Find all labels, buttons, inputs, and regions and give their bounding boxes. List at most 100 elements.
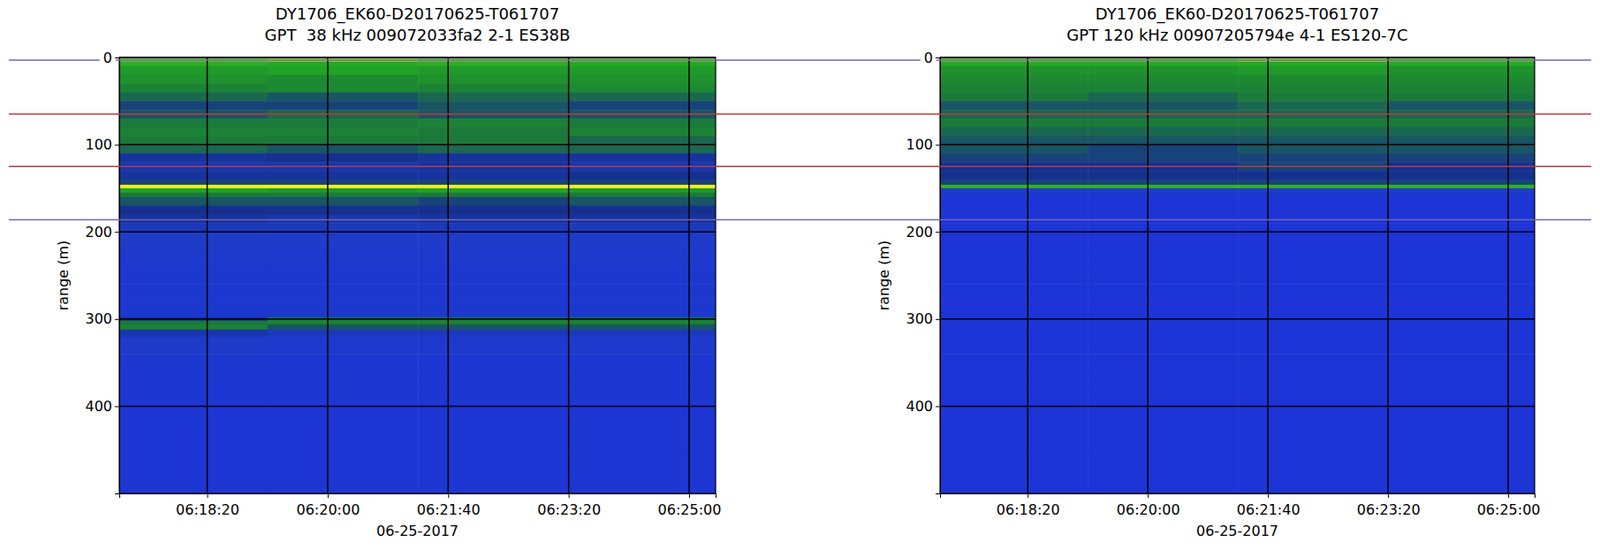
cell	[417, 136, 569, 145]
cell	[119, 353, 268, 372]
cell	[1387, 231, 1535, 250]
cell	[1237, 222, 1388, 232]
cell	[1087, 100, 1238, 110]
cell	[940, 75, 1089, 84]
cell	[417, 179, 569, 185]
cell	[267, 231, 419, 250]
cell	[417, 192, 569, 198]
cell	[119, 324, 268, 330]
cell	[267, 136, 419, 145]
cell	[1387, 61, 1535, 67]
cell	[1237, 249, 1388, 267]
grid-line	[940, 318, 1535, 320]
cell	[1087, 249, 1238, 267]
tick: 06:23:20	[1357, 492, 1421, 518]
cell	[417, 449, 569, 493]
cell	[1387, 66, 1535, 76]
cell	[568, 61, 716, 67]
tick-label: 200	[84, 223, 113, 241]
cell	[568, 66, 716, 76]
cell	[1237, 61, 1388, 67]
cell	[1087, 66, 1238, 76]
cell	[1387, 249, 1535, 267]
reference-line	[8, 166, 828, 168]
cell	[1387, 127, 1535, 137]
cell	[940, 91, 1089, 101]
reference-line	[827, 113, 1592, 115]
cell	[1387, 188, 1535, 193]
x-axis-title: 06-25-2017	[376, 522, 459, 539]
tick: 06:23:20	[537, 492, 601, 518]
cell	[267, 336, 419, 355]
plot-frame	[119, 57, 716, 493]
grid-line	[940, 405, 1535, 408]
cell	[568, 283, 716, 302]
cell	[1237, 170, 1388, 180]
tick: 0	[103, 49, 120, 67]
cell	[568, 179, 716, 185]
cell	[1387, 170, 1535, 180]
cell	[119, 329, 268, 337]
tick-label: 300	[905, 310, 933, 327]
cell	[940, 184, 1089, 189]
cell	[568, 192, 716, 198]
cell	[417, 371, 569, 389]
cell	[417, 329, 569, 337]
cell	[417, 83, 569, 93]
cell	[1087, 205, 1238, 215]
grid-line	[119, 318, 716, 320]
tick: 300	[84, 310, 120, 327]
tick-label: 06:23:20	[537, 500, 601, 518]
cell	[1387, 118, 1535, 128]
cell	[1237, 320, 1388, 325]
reference-lines	[8, 60, 1592, 220]
cell	[940, 144, 1089, 154]
tick-mark	[935, 231, 941, 233]
cell	[417, 61, 569, 67]
cell	[1087, 152, 1238, 162]
cell	[267, 222, 419, 232]
cell	[119, 179, 268, 185]
cell	[1237, 91, 1388, 101]
cell	[417, 205, 569, 215]
tick-label: 400	[905, 397, 933, 415]
cell	[568, 320, 716, 325]
y-axis-title: range (m)	[875, 240, 893, 311]
cell	[1237, 100, 1388, 110]
tick: 06:20:00	[295, 492, 360, 518]
tick-mark	[1027, 492, 1029, 498]
cell	[1387, 179, 1535, 185]
cell	[940, 329, 1089, 337]
tick-label: 06:21:40	[417, 500, 481, 518]
cell	[568, 144, 716, 154]
cell	[940, 136, 1089, 145]
cell	[1087, 197, 1238, 206]
tick-label: 06:25:00	[658, 500, 722, 518]
cell	[1087, 184, 1238, 189]
cell	[1087, 320, 1238, 325]
cell	[267, 192, 419, 198]
cell	[940, 61, 1089, 67]
y-axis: 0100200300400	[905, 49, 941, 494]
tick-label: 06:20:00	[295, 500, 360, 518]
tick-label: 06:21:40	[1236, 500, 1301, 518]
cell	[1087, 266, 1238, 285]
cell	[1387, 192, 1535, 198]
cells	[940, 57, 1535, 493]
cell	[1237, 179, 1388, 185]
cell	[940, 179, 1089, 185]
cell	[568, 197, 716, 206]
cell	[568, 324, 716, 330]
cell	[1087, 353, 1238, 372]
cell	[1237, 324, 1388, 330]
y-axis-title: range (m)	[54, 240, 72, 311]
tick: 200	[84, 223, 120, 241]
cell	[417, 66, 569, 76]
cell	[119, 66, 268, 76]
cell	[1087, 83, 1238, 93]
cell	[267, 83, 419, 93]
cell	[1387, 152, 1535, 162]
cell	[568, 188, 716, 193]
cell	[568, 249, 716, 267]
tick-label: 06:18:20	[175, 500, 240, 518]
